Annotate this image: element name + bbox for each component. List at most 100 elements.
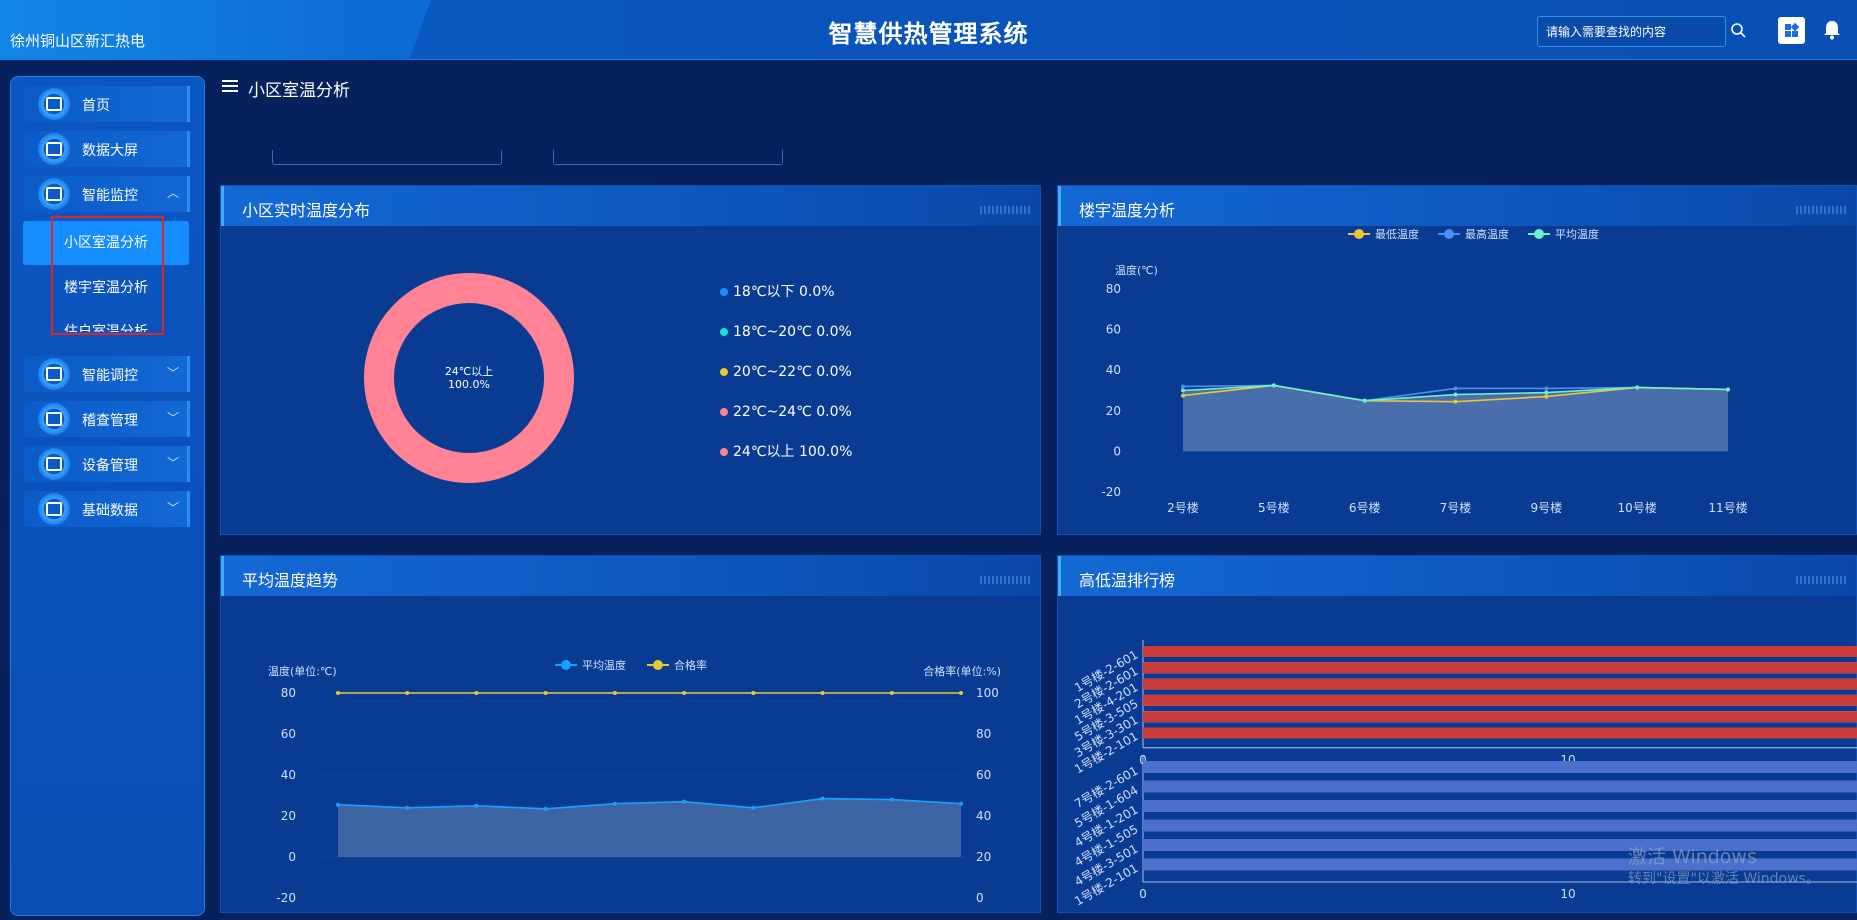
panel-donut: 小区实时温度分布 24℃以上 100.0% 18℃以下 0.0% 18℃~20℃ 0.… <box>220 185 1041 535</box>
y-tick-label: 0 <box>288 850 296 864</box>
area-fill <box>1183 385 1728 452</box>
menu-icon <box>38 448 70 480</box>
x-tick-label: 9号楼 <box>1531 500 1563 515</box>
sidebar-item-label: 稽查管理 <box>82 413 138 429</box>
data-point <box>1544 390 1549 395</box>
sidebar-item-4[interactable]: 稽查管理 ﹀ <box>24 401 190 437</box>
legend-item: 20℃~22℃ 0.0% <box>733 364 852 380</box>
bar <box>1143 646 1857 657</box>
data-point <box>543 691 548 695</box>
sidebar-item-3[interactable]: 智能调控 ﹀ <box>24 356 190 392</box>
filter-select-1[interactable] <box>272 150 502 165</box>
watermark-line1: 激活 Windows <box>1628 846 1757 868</box>
menu-icon <box>38 133 70 165</box>
legend-label: 平均温度 <box>1555 227 1599 241</box>
bar <box>1143 711 1857 723</box>
menu-toggle-icon[interactable] <box>222 80 238 92</box>
data-point <box>612 691 617 695</box>
bar <box>1143 819 1857 832</box>
y-axis-label: 温度(℃) <box>1115 263 1158 277</box>
data-point <box>959 691 963 695</box>
data-point <box>820 796 825 801</box>
data-point <box>1181 393 1185 398</box>
legend-marker <box>653 660 663 670</box>
y-tick-label-right: 40 <box>976 809 991 823</box>
x-tick-label: 10号楼 <box>1618 500 1657 515</box>
legend-marker <box>720 328 728 336</box>
panel-donut-header: 小区实时温度分布 <box>221 186 1040 226</box>
x-tick-label: 10 <box>1560 887 1575 901</box>
page-title: 小区室温分析 <box>248 81 350 101</box>
system-title: 智慧供热管理系统 <box>828 20 1029 48</box>
header-deco <box>980 576 1032 584</box>
y-tick-label-right: 0 <box>976 891 984 905</box>
bar <box>1143 839 1857 851</box>
y-axis-label: 温度(单位:℃) <box>268 664 337 678</box>
sidebar-item-6[interactable]: 基础数据 ﹀ <box>24 491 190 527</box>
data-point <box>1726 387 1730 392</box>
search-icon[interactable] <box>1730 22 1746 38</box>
bell-icon[interactable] <box>1823 20 1841 40</box>
y-tick-label-right: 20 <box>976 850 991 864</box>
x-tick-label: 7号楼 <box>1440 500 1472 515</box>
data-point <box>1544 386 1549 391</box>
sidebar-item-0[interactable]: 首页 <box>24 86 190 122</box>
apps-button[interactable] <box>1778 17 1805 44</box>
data-point <box>751 805 756 810</box>
sidebar-item-label: 基础数据 <box>82 503 138 519</box>
y-tick-label: 60 <box>281 727 296 741</box>
search-box[interactable] <box>1537 16 1726 47</box>
bar <box>1143 678 1857 690</box>
y-tick-label: 20 <box>281 809 296 823</box>
data-point <box>1362 398 1367 403</box>
series-line <box>337 797 962 810</box>
data-point <box>405 691 410 695</box>
panel-building-header: 楼宇温度分析 <box>1058 186 1856 226</box>
data-point <box>474 691 479 695</box>
bar <box>1143 858 1857 871</box>
company-name: 徐州铜山区新汇热电 <box>10 32 146 50</box>
bar <box>1143 727 1857 739</box>
search-input[interactable] <box>1546 22 1696 42</box>
building-chart: 温度(℃) -20 0 20 40 60 80 2号楼 5号楼 6号楼 7号楼 9号楼 10号楼 11号楼… <box>1101 227 1747 515</box>
sidebar-item-label: 设备管理 <box>82 458 138 474</box>
y-tick-label: 40 <box>281 768 296 782</box>
sidebar-subitem-0[interactable]: 小区室温分析 <box>23 221 189 265</box>
data-point <box>336 802 340 807</box>
sidebar-subitem-1[interactable]: 楼宇室温分析 <box>64 280 148 296</box>
y-tick-label-right: 80 <box>976 727 991 741</box>
panel-trend-title: 平均温度趋势 <box>242 571 339 590</box>
data-point <box>1181 388 1185 393</box>
y-tick-label: 20 <box>1106 404 1121 418</box>
legend-item: 22℃~24℃ 0.0% <box>733 404 852 420</box>
sidebar-item-5[interactable]: 设备管理 ﹀ <box>24 446 190 482</box>
area-fill <box>338 798 961 857</box>
menu-icon <box>38 493 70 525</box>
sidebar-item-2[interactable]: 智能监控 ︿ <box>24 176 190 212</box>
chevron-icon: ﹀ <box>166 501 179 515</box>
bar <box>1143 761 1857 773</box>
bar <box>1143 780 1857 793</box>
legend-label: 平均温度 <box>582 658 626 672</box>
panel-building: 楼宇温度分析 温度(℃) -20 0 20 40 60 80 2号楼 5号楼 6号楼 7号楼 9号楼 1… <box>1057 185 1857 535</box>
data-point <box>889 797 894 802</box>
trend-chart: 温度(单位:℃) 合格率(单位:%) -20 0 20 40 60 80 0 20 40 60 80 10… <box>268 658 1001 905</box>
sidebar-item-1[interactable]: 数据大屏 <box>24 131 190 167</box>
legend-marker <box>720 368 728 376</box>
header-deco <box>1796 576 1848 584</box>
sidebar-subitem-2[interactable]: 住户室温分析 <box>64 324 148 332</box>
y-tick-label: 80 <box>281 686 296 700</box>
data-point <box>889 691 894 695</box>
y-axis-label-right: 合格率(单位:%) <box>923 664 1001 678</box>
legend-marker <box>720 288 728 296</box>
chevron-icon: ﹀ <box>166 366 179 380</box>
legend-item: 18℃~20℃ 0.0% <box>733 324 852 340</box>
x-tick-label: 5号楼 <box>1258 500 1290 515</box>
panel-rank-title: 高低温排行榜 <box>1079 571 1176 590</box>
filter-select-2[interactable] <box>553 150 783 165</box>
menu-icon <box>38 403 70 435</box>
panel-trend: 平均温度趋势 温度(单位:℃) 合格率(单位:%) -20 0 20 40 60 80 0 20 4… <box>220 555 1041 913</box>
chevron-icon: ﹀ <box>166 411 179 425</box>
y-tick-label: 0 <box>1113 444 1121 458</box>
